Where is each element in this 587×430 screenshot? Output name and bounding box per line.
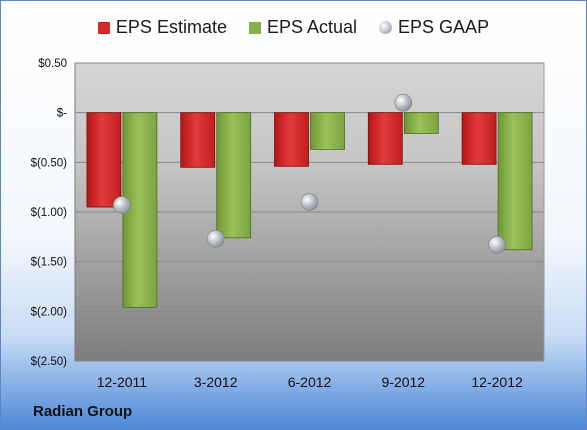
bar-eps-actual xyxy=(403,112,439,134)
chart-legend: EPS Estimate EPS Actual EPS GAAP xyxy=(1,17,586,38)
legend-item-eps-gaap: EPS GAAP xyxy=(379,17,489,38)
bar-eps-estimate xyxy=(86,112,122,208)
legend-swatch-eps-actual xyxy=(248,21,261,34)
y-tick-label: $(2.50) xyxy=(31,356,68,368)
bar-eps-actual xyxy=(497,112,533,251)
bar-eps-actual xyxy=(310,112,345,150)
point-eps-gaap xyxy=(206,230,225,248)
bar-eps-estimate xyxy=(367,112,403,165)
bar-eps-estimate xyxy=(180,112,216,168)
x-tick-label: 12-2012 xyxy=(471,374,523,390)
y-tick-label: $(1.50) xyxy=(31,257,68,269)
point-eps-gaap xyxy=(300,193,319,211)
legend-label-eps-estimate: EPS Estimate xyxy=(115,17,227,37)
point-eps-gaap xyxy=(394,93,413,112)
legend-item-eps-estimate: EPS Estimate xyxy=(97,17,227,38)
bar-eps-estimate xyxy=(461,112,497,165)
x-tick-label: 6-2012 xyxy=(288,374,332,390)
bar-eps-estimate xyxy=(274,112,309,167)
y-tick-label: $- xyxy=(57,108,67,120)
x-tick-label: 9-2012 xyxy=(382,374,426,390)
y-tick-label: $0.50 xyxy=(38,58,67,70)
bar-eps-actual xyxy=(216,112,252,239)
point-eps-gaap xyxy=(488,235,506,254)
legend-swatch-eps-estimate xyxy=(97,21,110,34)
y-tick-label: $(1.00) xyxy=(31,207,68,219)
company-name: Radian Group xyxy=(33,403,133,420)
legend-item-eps-actual: EPS Actual xyxy=(248,17,358,38)
x-tick-label: 3-2012 xyxy=(194,374,238,390)
legend-label-eps-actual: EPS Actual xyxy=(266,17,358,37)
y-tick-label: $(0.50) xyxy=(31,157,68,169)
legend-marker-eps-gaap xyxy=(379,21,393,34)
legend-label-eps-gaap: EPS GAAP xyxy=(398,17,490,37)
y-tick-label: $(2.00) xyxy=(31,306,68,318)
x-tick-label: 12-2011 xyxy=(97,374,148,390)
point-eps-gaap xyxy=(113,196,131,214)
